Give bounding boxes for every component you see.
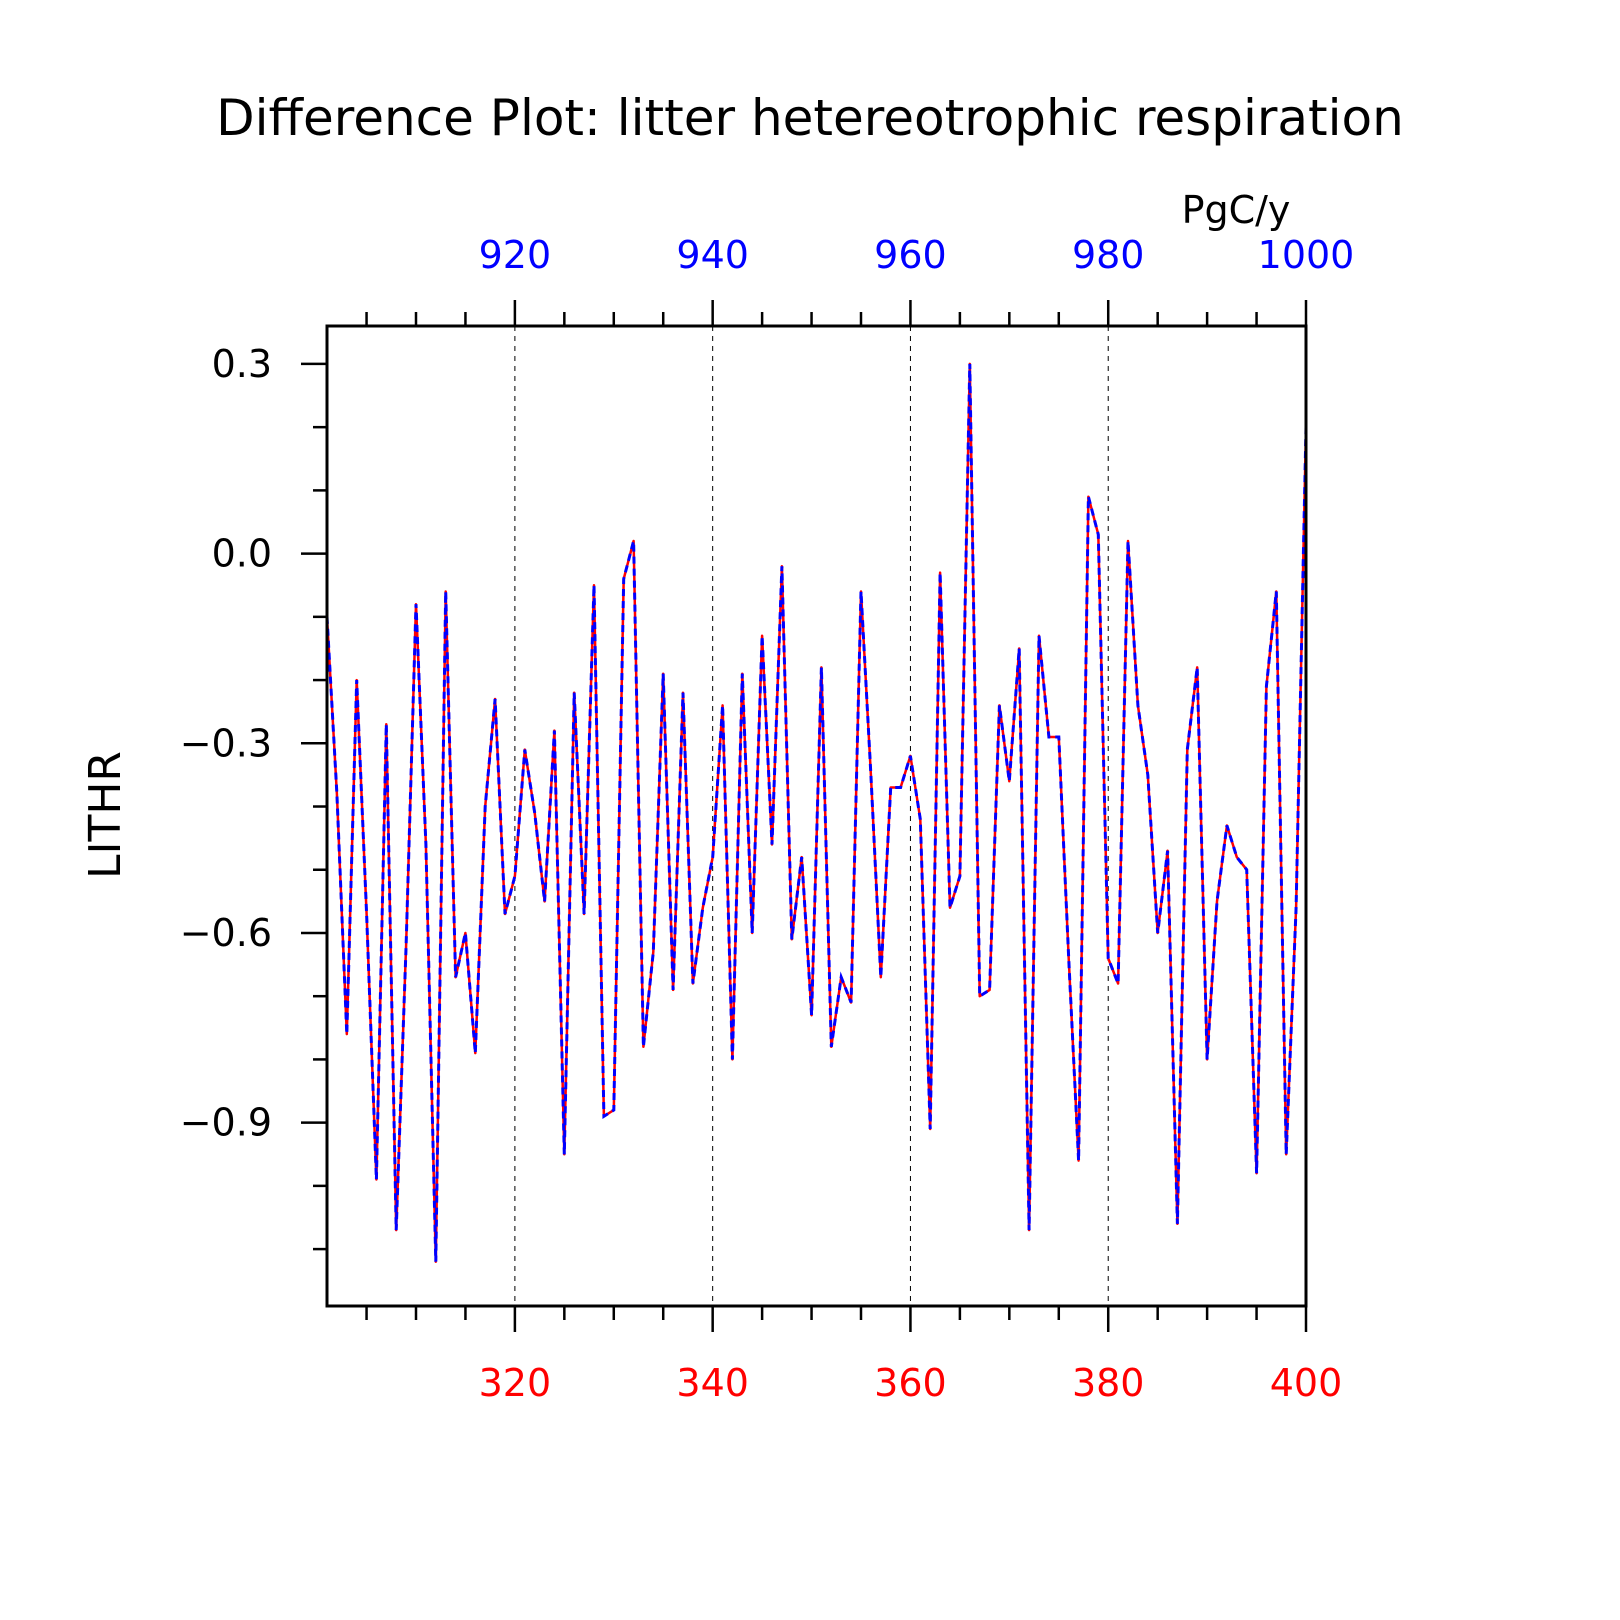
grid-lines — [514, 326, 1109, 1306]
y-axis-label: LITHR — [80, 751, 131, 879]
y-tick-label: 0.3 — [212, 342, 272, 386]
y-tick-label: −0.6 — [180, 911, 272, 955]
bottom-x-tick-label: 340 — [676, 1361, 749, 1405]
y-tick-label: 0.0 — [212, 532, 272, 576]
units-label: PgC/y — [1182, 188, 1291, 232]
y-tick-label: −0.3 — [180, 721, 272, 765]
top-x-tick-label: 960 — [874, 233, 947, 277]
bottom-x-tick-label: 320 — [479, 1361, 552, 1405]
bottom-x-tick-labels: 320 340 360 380 400 — [479, 1361, 1343, 1405]
plot-frame — [325, 324, 1308, 1308]
y-tick-label: −0.9 — [180, 1101, 272, 1145]
bottom-x-tick-label: 400 — [1270, 1361, 1343, 1405]
axis-ticks — [301, 300, 1308, 1332]
top-x-tick-labels: 920 940 960 980 1000 — [479, 233, 1355, 277]
bottom-x-tick-label: 360 — [874, 1361, 947, 1405]
bottom-x-tick-label: 380 — [1072, 1361, 1145, 1405]
series-line-blue-dashed — [325, 363, 1308, 1262]
top-x-tick-label: 980 — [1072, 233, 1145, 277]
top-x-tick-label: 920 — [479, 233, 552, 277]
top-x-tick-label: 940 — [676, 233, 749, 277]
chart-title: Difference Plot: litter hetereotrophic r… — [216, 89, 1404, 147]
top-x-tick-label: 1000 — [1258, 233, 1355, 277]
data-lines — [325, 362, 1308, 1263]
y-tick-labels: 0.3 0.0 −0.3 −0.6 −0.9 — [180, 342, 272, 1145]
